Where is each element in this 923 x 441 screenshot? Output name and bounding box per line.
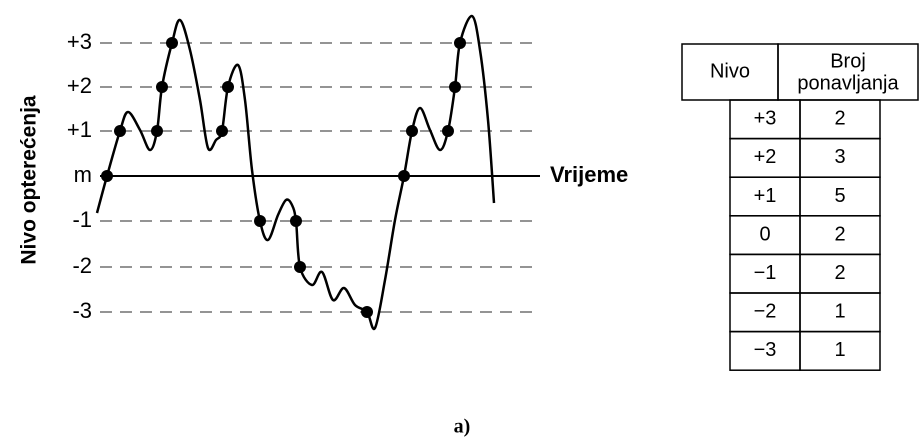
crossing-dot [166, 37, 178, 49]
header-text: Broj [830, 50, 866, 72]
level-label: +1 [67, 117, 92, 142]
crossing-dot [216, 125, 228, 137]
count-cell: 2 [834, 223, 845, 245]
crossing-dot [449, 81, 461, 93]
crossing-dot [406, 125, 418, 137]
level-cell: −2 [754, 301, 777, 323]
crossing-dot [254, 215, 266, 227]
table-cell [799, 330, 881, 371]
load-curve [95, 14, 496, 331]
crossing-dot [290, 215, 302, 227]
level-cell: +2 [754, 146, 777, 168]
level-cell: −1 [754, 262, 777, 284]
crossing-dot [361, 306, 373, 318]
count-cell: 2 [834, 262, 845, 284]
level-cell: −3 [754, 339, 777, 361]
header-text: ponavljanja [797, 72, 899, 94]
level-cell: +3 [754, 108, 777, 130]
level-label: m [74, 162, 92, 187]
count-cell: 5 [834, 185, 845, 207]
crossing-dot [398, 170, 410, 182]
count-cell: 1 [834, 339, 845, 361]
level-label: -2 [72, 253, 92, 278]
level-label: +3 [67, 29, 92, 54]
crossing-dot [222, 81, 234, 93]
y-axis-label: Nivo opterećenja [18, 95, 41, 265]
level-cell: +1 [754, 185, 777, 207]
level-label: +2 [67, 73, 92, 98]
crossing-dot [151, 125, 163, 137]
caption: a) [454, 416, 471, 438]
crossing-dot [442, 125, 454, 137]
crossing-dot [156, 81, 168, 93]
crossing-dot [101, 170, 113, 182]
count-cell: 1 [834, 301, 845, 323]
level-label: -3 [72, 298, 92, 323]
count-cell: 2 [834, 108, 845, 130]
level-cell: 0 [759, 223, 770, 245]
level-label: -1 [72, 207, 92, 232]
header-text: Nivo [710, 60, 750, 82]
crossing-dot [114, 125, 126, 137]
x-axis-label: Vrijeme [550, 162, 628, 187]
crossing-dot [454, 37, 466, 49]
count-cell: 3 [834, 146, 845, 168]
crossing-dot [294, 261, 306, 273]
